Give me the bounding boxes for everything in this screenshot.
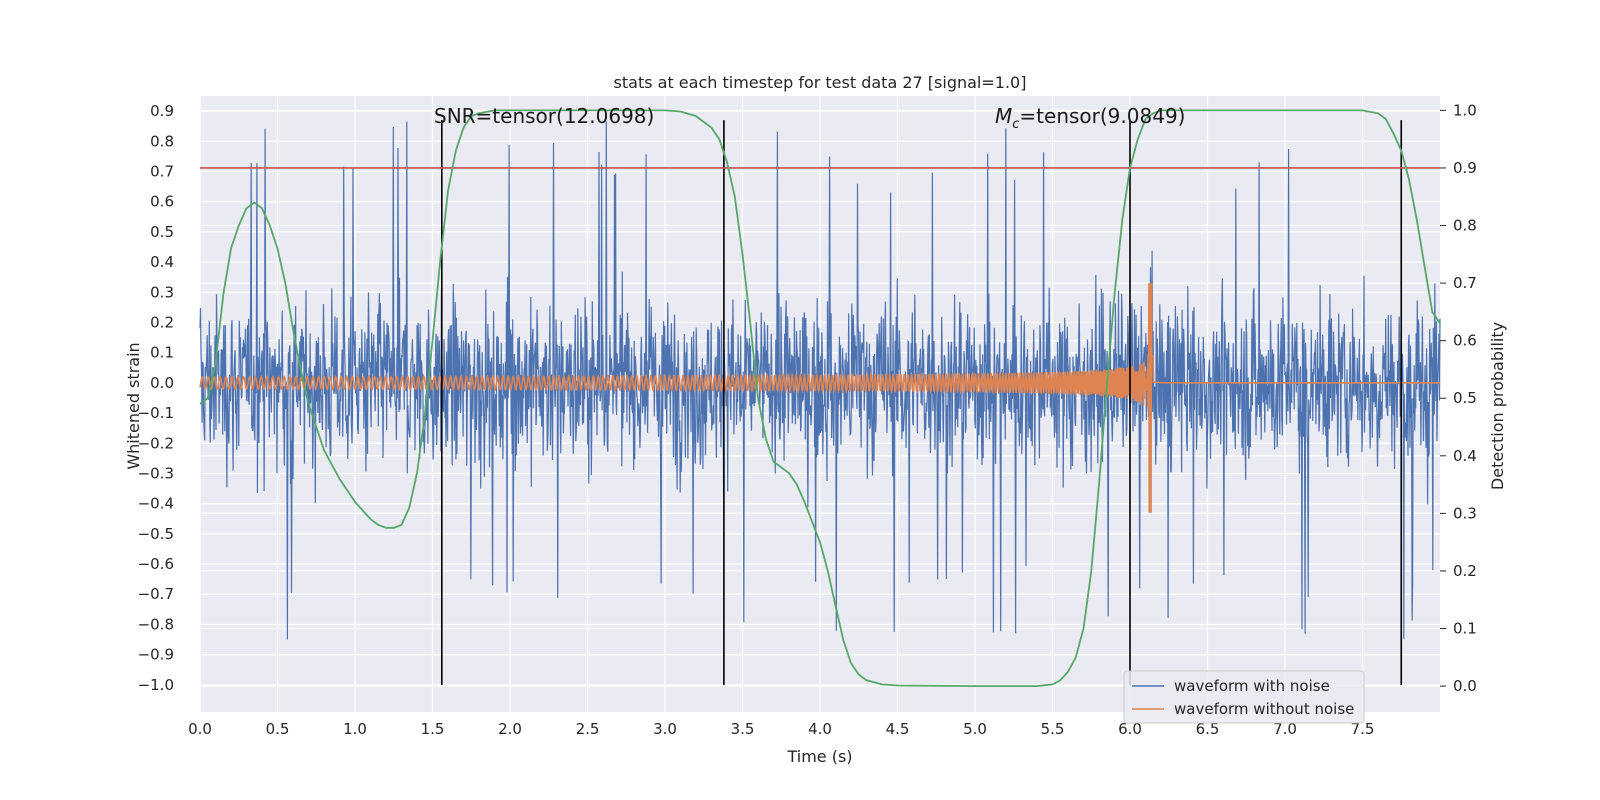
x-tick-label: 1.5: [421, 720, 445, 738]
y-tick-label: 0.8: [150, 132, 174, 150]
y-tick-label: −0.2: [138, 434, 174, 452]
y-tick-label: −0.7: [138, 585, 174, 603]
y-tick-label: 0.4: [150, 253, 174, 271]
x-tick-label: 6.5: [1196, 720, 1220, 738]
x-tick-label: 4.5: [886, 720, 910, 738]
y2-tick-label: 0.4: [1453, 447, 1477, 465]
y-tick-label: −0.3: [138, 464, 174, 482]
y2-axis-label: Detection probability: [1488, 322, 1507, 490]
y-tick-label: 0.0: [150, 374, 174, 392]
legend: waveform with noise waveform without noi…: [1123, 670, 1365, 724]
y-tick-label: 0.7: [150, 162, 174, 180]
x-tick-label: 2.0: [498, 720, 522, 738]
y2-tick-label: 0.9: [1453, 159, 1477, 177]
y-tick-label: −0.1: [138, 404, 174, 422]
x-tick-label: 2.5: [576, 720, 600, 738]
y-tick-label: 0.3: [150, 283, 174, 301]
x-tick-label: 1.0: [343, 720, 367, 738]
x-tick-label: 3.0: [653, 720, 677, 738]
x-tick-label: 3.5: [731, 720, 755, 738]
x-tick-label: 0.0: [188, 720, 212, 738]
legend-box: [1123, 670, 1365, 724]
noisy-waveform-line: [199, 121, 1441, 640]
y2-tick-label: 1.0: [1453, 101, 1477, 119]
y-tick-label: 0.5: [150, 223, 174, 241]
y-tick-label: −0.8: [138, 615, 174, 633]
y-tick-label: −1.0: [138, 676, 174, 694]
snr-annotation: SNR=tensor(12.0698): [434, 104, 654, 128]
x-tick-label: 5.5: [1041, 720, 1065, 738]
y-tick-label: 0.1: [150, 344, 174, 362]
x-tick-label: 7.0: [1273, 720, 1297, 738]
legend-label-clean: waveform without noise: [1174, 700, 1354, 718]
chirp-mass-annotation: Mc=tensor(9.0849): [995, 104, 1185, 132]
y-tick-label: −0.9: [138, 646, 174, 664]
x-tick-label: 6.0: [1118, 720, 1142, 738]
y2-tick-label: 0.0: [1453, 677, 1477, 695]
y2-tick-label: 0.3: [1453, 504, 1477, 522]
y2-tick-label: 0.8: [1453, 217, 1477, 235]
vertical-marker-lines: [440, 120, 1403, 685]
x-tick-label: 5.0: [963, 720, 987, 738]
y2-tick-labels: 1.0 0.9 0.8 0.7 0.6 0.5 0.4 0.3 0.2 0.1 0.0: [1440, 101, 1477, 695]
x-tick-labels: 0.0 0.5 1.0 1.5 2.0 2.5 3.0 3.5 4.0 4.5 5.0 5.5 6.0 6…: [188, 720, 1374, 738]
detection-probability-series: [199, 109, 1441, 687]
y2-tick-label: 0.1: [1453, 620, 1477, 638]
clean-waveform-series: [199, 283, 1440, 513]
y-tick-label: 0.2: [150, 313, 174, 331]
y-tick-label: −0.4: [138, 495, 174, 513]
y2-tick-label: 0.2: [1453, 562, 1477, 580]
y-tick-labels: 0.9 0.8 0.7 0.6 0.5 0.4 0.3 0.2 0.1 0.0 −0.1 −0.2 −0…: [138, 102, 174, 694]
x-tick-label: 7.5: [1351, 720, 1375, 738]
y2-tick-label: 0.6: [1453, 332, 1477, 350]
chart-title: stats at each timestep for test data 27 …: [614, 73, 1027, 92]
x-axis-label: Time (s): [786, 747, 852, 766]
legend-label-noisy: waveform with noise: [1174, 677, 1330, 695]
y2-tick-label: 0.7: [1453, 274, 1477, 292]
x-tick-label: 0.5: [266, 720, 290, 738]
y-tick-label: 0.9: [150, 102, 174, 120]
y2-tick-label: 0.5: [1453, 389, 1477, 407]
x-tick-label: 4.0: [808, 720, 832, 738]
y-tick-label: −0.5: [138, 525, 174, 543]
y-tick-label: −0.6: [138, 555, 174, 573]
y-axis-label: Whitened strain: [124, 342, 143, 469]
noisy-waveform-series: [199, 121, 1441, 640]
y-tick-label: 0.6: [150, 193, 174, 211]
